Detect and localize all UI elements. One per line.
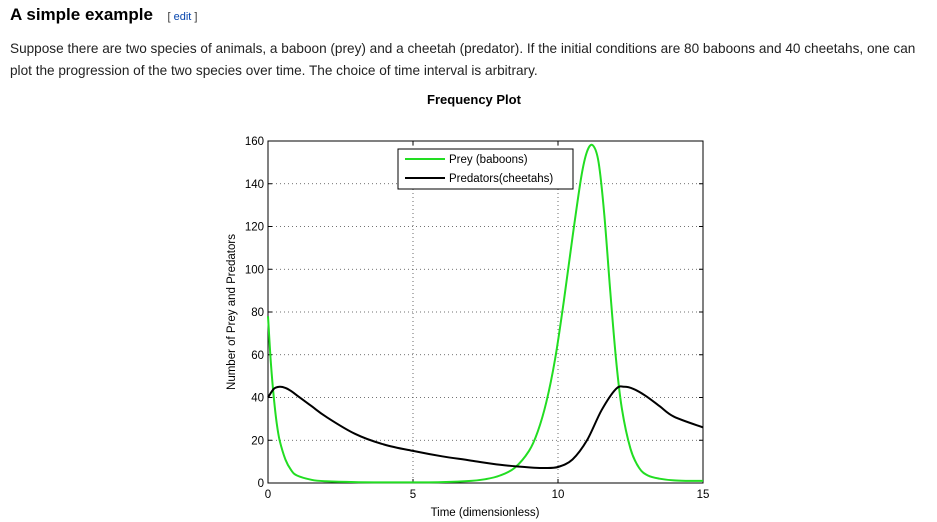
prey-series-line <box>267 143 703 484</box>
y-tick-label: 120 <box>245 222 264 234</box>
y-tick-label: 60 <box>251 350 264 362</box>
y-tick-label: 80 <box>251 307 264 319</box>
legend: Prey (baboons) Predators(cheetahs) <box>397 148 574 190</box>
x-tick-label: 10 <box>552 489 565 501</box>
y-tick-label: 0 <box>258 478 264 490</box>
y-axis-label: Number of Prey and Predators <box>226 234 238 390</box>
edit-section: [ edit ] <box>167 11 197 23</box>
axes-frame <box>267 140 704 484</box>
series-lines <box>267 143 704 484</box>
y-tick-label: 160 <box>245 136 264 148</box>
y-tick-label: 20 <box>251 435 264 447</box>
y-tick-label: 100 <box>245 264 264 276</box>
x-axis-label: Time (dimensionless) <box>431 507 540 519</box>
legend-prey-label: Prey (baboons) <box>449 154 528 166</box>
edit-open-bracket: [ <box>167 11 171 23</box>
x-tick-label: 5 <box>410 489 416 501</box>
x-tick-label: 15 <box>697 489 710 501</box>
edit-close-bracket: ] <box>194 11 198 23</box>
section-title: A simple example <box>10 5 153 24</box>
axis-ticks: 0 5 10 15 0 20 40 60 80 100 120 140 160 <box>245 136 710 501</box>
chart-title: Frequency Plot <box>427 92 522 107</box>
intro-paragraph: Suppose there are two species of animals… <box>10 41 916 78</box>
legend-box <box>397 148 574 190</box>
grid-lines <box>268 141 703 483</box>
section-heading: A simple example [ edit ] <box>10 5 197 25</box>
y-tick-label: 40 <box>251 393 264 405</box>
y-tick-label: 140 <box>245 179 264 191</box>
legend-predator-label: Predators(cheetahs) <box>449 173 553 185</box>
x-tick-label: 0 <box>265 489 271 501</box>
predator-series-line <box>267 385 704 470</box>
edit-link[interactable]: edit <box>173 11 192 23</box>
